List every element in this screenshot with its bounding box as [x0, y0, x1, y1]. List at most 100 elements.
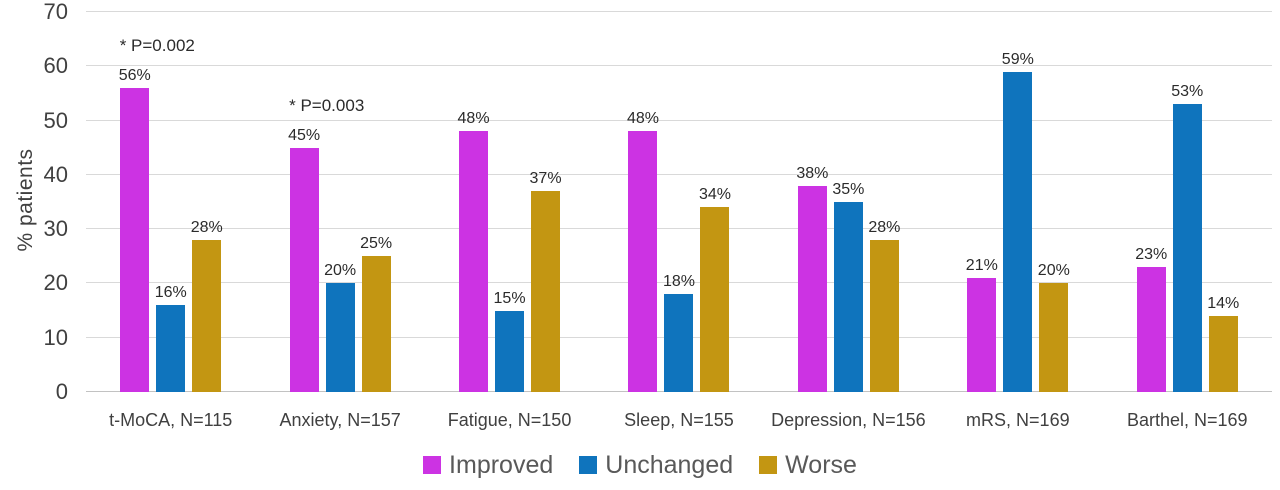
value-label-improved: 48%	[626, 110, 659, 128]
legend-item-worse: Worse	[759, 451, 857, 479]
bar-column-improved: 48%	[457, 12, 490, 392]
bar-group-7: 23% 53% 14%	[1103, 12, 1272, 392]
value-label-unchanged: 53%	[1171, 83, 1204, 101]
gridline-70	[86, 11, 1272, 12]
gridline-40	[86, 173, 1272, 175]
x-axis-label-6: mRS, N=169	[966, 410, 1070, 430]
value-label-improved: 48%	[457, 110, 490, 128]
bar-improved	[967, 278, 997, 392]
bar-column-improved: 21%	[965, 12, 998, 392]
bar-column-unchanged: 20%	[324, 12, 356, 392]
bar-column-unchanged: 53%	[1171, 12, 1204, 392]
value-label-unchanged: 59%	[1001, 50, 1034, 68]
bar-groups: 56% 16% 28% * P=0.002 45% 20% 25% * P=0.003 48% 1…	[86, 12, 1272, 392]
value-label-worse: 28%	[868, 219, 901, 236]
bar-worse	[361, 256, 391, 392]
pvalue-annotation: * P=0.003	[289, 95, 365, 115]
legend-item-unchanged: Unchanged	[579, 451, 733, 479]
value-label-improved: 38%	[796, 164, 829, 182]
bar-improved	[628, 131, 658, 392]
plot-area: 0 10 20 30 40 50 60 70 56% 16% 28% * P=0.002 45% 20% 2…	[44, 1, 1272, 403]
bar-unchanged	[1172, 104, 1202, 392]
bar-column-worse: 28%	[190, 12, 223, 392]
x-axis-label-2: Anxiety, N=157	[279, 410, 401, 430]
bar-column-worse: 14%	[1207, 12, 1240, 392]
legend-item-improved: Improved	[423, 451, 553, 479]
x-axis-label-7: Barthel, N=169	[1126, 410, 1248, 430]
bar-column-worse: 28%	[868, 12, 901, 392]
gridline-30	[86, 228, 1272, 230]
bar-column-unchanged: 18%	[663, 12, 695, 392]
x-axis-label-3: Fatigue, N=150	[447, 410, 572, 430]
value-label-unchanged: 35%	[832, 181, 865, 198]
bar-column-improved: 38%	[796, 12, 829, 392]
bar-column-improved: 23%	[1135, 12, 1167, 392]
value-label-worse: 37%	[529, 170, 562, 188]
legend-label-unchanged: Unchanged	[605, 451, 734, 479]
pvalue-annotation: * P=0.002	[119, 36, 195, 55]
bar-group-2: 45% 20% 25% * P=0.003	[255, 12, 424, 392]
bar-improved	[289, 147, 319, 392]
y-tick-label-40: 40	[43, 161, 68, 187]
y-tick-label-50: 50	[43, 107, 68, 133]
bar-column-improved: 45%	[288, 12, 321, 392]
y-tick-label-0: 0	[55, 379, 68, 404]
y-tick-label-20: 20	[43, 270, 68, 296]
bar-group-3: 48% 15% 37%	[425, 12, 594, 392]
bar-column-unchanged: 16%	[154, 12, 187, 392]
bar-column-unchanged: 59%	[1001, 12, 1034, 392]
value-label-worse: 20%	[1037, 262, 1070, 280]
legend-label-worse: Worse	[785, 451, 857, 479]
bar-unchanged	[1003, 71, 1033, 392]
value-label-worse: 25%	[360, 235, 393, 253]
legend-swatch-improved	[423, 456, 442, 474]
x-axis-label-5: Depression, N=156	[771, 410, 926, 430]
bar-worse	[1208, 316, 1238, 392]
bar-column-worse: 20%	[1037, 12, 1070, 392]
legend: Improved Unchanged Worse	[0, 451, 1280, 479]
legend-label-improved: Improved	[449, 451, 554, 479]
y-tick-label-30: 30	[43, 216, 68, 242]
value-label-worse: 28%	[190, 219, 223, 236]
bar-column-worse: 37%	[529, 12, 562, 392]
value-label-unchanged: 16%	[154, 284, 187, 302]
bar-worse	[869, 240, 899, 392]
bar-column-worse: 34%	[698, 12, 731, 392]
gridline-20	[86, 282, 1272, 284]
value-label-worse: 14%	[1207, 295, 1240, 312]
value-label-unchanged: 15%	[493, 289, 526, 307]
value-label-improved: 56%	[118, 67, 151, 84]
bar-unchanged	[833, 202, 863, 392]
bar-column-worse: 25%	[360, 12, 393, 392]
bar-column-improved: 48%	[626, 12, 659, 392]
bar-worse	[1039, 283, 1069, 392]
bar-group-4: 48% 18% 34%	[594, 12, 763, 392]
bar-unchanged	[495, 310, 525, 392]
bar-improved	[1136, 267, 1166, 392]
bar-column-improved: 56%	[118, 12, 151, 392]
bar-group-5: 38% 35% 28%	[764, 12, 933, 392]
bar-group-6: 21% 59% 20%	[933, 12, 1102, 392]
value-label-worse: 34%	[698, 186, 731, 204]
gridline-50	[86, 119, 1272, 121]
x-axis-labels: t-MoCA, N=115 Anxiety, N=157 Fatigue, N=15…	[86, 410, 1272, 431]
x-axis-label-1: t-MoCA, N=115	[109, 410, 233, 430]
value-label-improved: 45%	[288, 126, 321, 144]
y-tick-label-70: 70	[43, 0, 68, 24]
y-tick-label-10: 10	[43, 324, 68, 350]
bar-column-unchanged: 15%	[493, 12, 526, 392]
y-tick-label-60: 60	[43, 53, 68, 79]
bar-improved	[797, 185, 827, 392]
bar-column-unchanged: 35%	[832, 12, 865, 392]
bar-improved	[459, 131, 489, 392]
bar-improved	[120, 88, 150, 392]
bar-unchanged	[156, 305, 186, 392]
bar-worse	[531, 191, 561, 392]
bar-group-1: 56% 16% 28% * P=0.002	[86, 12, 255, 392]
legend-swatch-worse	[759, 456, 778, 474]
legend-swatch-unchanged	[579, 456, 598, 474]
bar-unchanged	[325, 283, 355, 392]
value-label-improved: 21%	[965, 257, 998, 274]
gridline-60	[86, 65, 1272, 67]
